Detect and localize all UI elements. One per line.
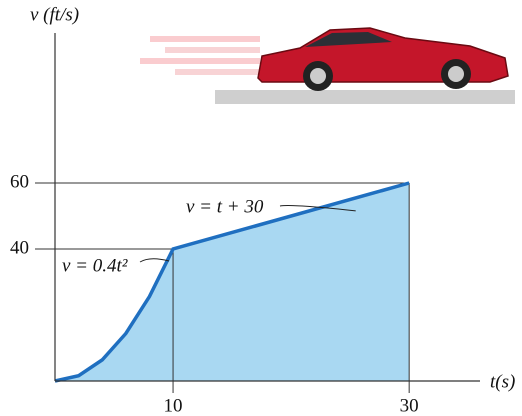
leader	[279, 205, 356, 212]
y-axis-label: v (ft/s)	[30, 4, 79, 25]
car-window	[305, 32, 392, 47]
annotation: v = t + 30	[186, 196, 264, 217]
x-tick-label: 30	[400, 395, 419, 416]
road	[215, 90, 515, 104]
hub	[310, 68, 326, 84]
curve	[54, 181, 410, 383]
y-tick-label: 40	[10, 237, 29, 258]
x-axis-label: t(s)	[490, 371, 515, 392]
y-tick-label: 60	[10, 171, 29, 192]
car-illustration	[140, 27, 515, 104]
hub	[448, 66, 464, 82]
speed-streaks	[140, 36, 260, 75]
area-fill	[55, 183, 410, 381]
leader	[139, 258, 170, 263]
annotation: v = 0.4t²	[62, 255, 128, 276]
x-tick-label: 10	[164, 395, 183, 416]
